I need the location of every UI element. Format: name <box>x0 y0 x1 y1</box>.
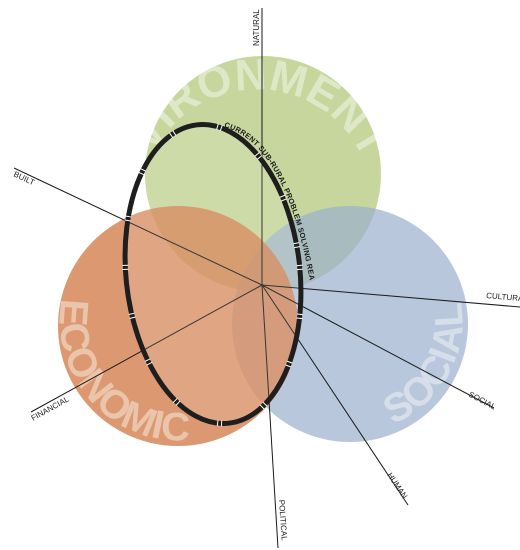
axis-financial-label: FINANCIAL <box>30 394 71 422</box>
axis-financial-line <box>30 284 263 413</box>
axis-lines <box>13 8 520 549</box>
axis-human-line <box>261 284 409 506</box>
economic-circle <box>58 206 298 446</box>
social-circle <box>232 206 468 442</box>
axis-natural-label: NATURAL <box>252 9 261 46</box>
axis-cultural-line <box>261 284 520 308</box>
axis-cultural-label: CULTURAL <box>486 291 520 304</box>
axis-political-line <box>261 284 279 549</box>
realm-ellipse-ticks <box>122 121 304 427</box>
axis-human-label: HUMAN <box>385 471 409 501</box>
axis-social-label: SOCIAL <box>467 390 498 412</box>
axis-political-label: POLITICAL <box>277 500 289 542</box>
axis-built-line <box>13 167 263 286</box>
